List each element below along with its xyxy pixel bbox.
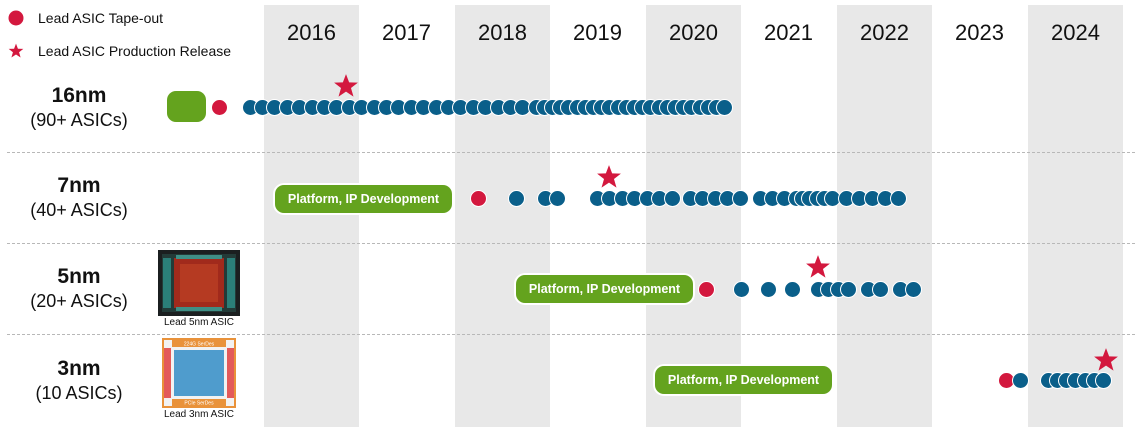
- chip-3nm-image: 224G SerDes PCIe SerDes: [162, 338, 236, 408]
- row-label-3nm: 3nm (10 ASICs): [0, 357, 158, 405]
- year-label-2022: 2022: [860, 20, 909, 45]
- asic-dot: [548, 189, 566, 207]
- asic-dot: [889, 189, 907, 207]
- row-divider: [7, 334, 1135, 335]
- chip-3nm-top-label: 224G SerDes: [184, 342, 215, 348]
- asic-dot: [783, 280, 801, 298]
- node-count: (40+ ASICs): [30, 200, 128, 220]
- red-star-icon: [8, 43, 24, 59]
- node-count: (20+ ASICs): [30, 291, 128, 311]
- asic-dot: [1095, 371, 1113, 389]
- year-label-2016: 2016: [287, 20, 336, 45]
- year-label-2021: 2021: [764, 20, 813, 45]
- legend-release: Lead ASIC Production Release: [8, 41, 231, 61]
- tapeout-dot: [697, 280, 715, 298]
- chip-5nm-image: [158, 250, 240, 316]
- release-star: [806, 255, 830, 278]
- asic-dot: [507, 189, 525, 207]
- asic-dot: [839, 280, 857, 298]
- release-star: [597, 165, 621, 188]
- legend-release-label: Lead ASIC Production Release: [38, 43, 232, 59]
- row-label-7nm: 7nm (40+ ASICs): [0, 174, 158, 222]
- tapeout-dot: [210, 98, 228, 116]
- node-name: 3nm: [57, 357, 101, 380]
- year-label-2019: 2019: [573, 20, 622, 45]
- row-divider: [7, 152, 1135, 153]
- node-name: 7nm: [57, 174, 101, 197]
- asic-dot: [759, 280, 777, 298]
- year-band-2018: [455, 5, 550, 427]
- release-star: [1094, 348, 1118, 371]
- node-count: (10 ASICs): [35, 383, 123, 403]
- node-name: 16nm: [51, 84, 107, 107]
- platform-pill-5nm: Platform, IP Development: [516, 275, 693, 303]
- year-band-2016: [264, 5, 359, 427]
- legend-tapeout-label: Lead ASIC Tape-out: [38, 10, 164, 26]
- year-label-2020: 2020: [669, 20, 718, 45]
- platform-pill-3nm: Platform, IP Development: [655, 366, 832, 394]
- legend-tapeout: Lead ASIC Tape-out: [8, 8, 163, 28]
- row-divider: [7, 243, 1135, 244]
- release-star: [334, 74, 358, 97]
- asic-dot: [871, 280, 889, 298]
- asic-dot: [731, 189, 749, 207]
- asic-dot: [732, 280, 750, 298]
- red-dot-icon: [8, 10, 24, 26]
- year-band-2022: [837, 5, 932, 427]
- node-name: 5nm: [57, 265, 101, 288]
- asic-dot: [716, 98, 734, 116]
- row-label-16nm: 16nm (90+ ASICs): [0, 84, 158, 132]
- row-label-5nm: 5nm (20+ ASICs): [0, 265, 158, 313]
- tapeout-dot: [469, 189, 487, 207]
- year-label-2023: 2023: [955, 20, 1004, 45]
- platform-block-16nm: [167, 91, 206, 122]
- year-label-2024: 2024: [1051, 20, 1100, 45]
- platform-pill-7nm: Platform, IP Development: [275, 185, 452, 213]
- year-label-2017: 2017: [382, 20, 431, 45]
- asic-dot: [904, 280, 922, 298]
- chip-3nm-caption: Lead 3nm ASIC: [163, 409, 235, 420]
- asic-dot: [1011, 371, 1029, 389]
- year-band-2020: [646, 5, 741, 427]
- chip-3nm-bottom-label: PCIe SerDes: [184, 401, 214, 407]
- chip-5nm-caption: Lead 5nm ASIC: [163, 317, 235, 328]
- asic-dot: [663, 189, 681, 207]
- year-label-2018: 2018: [478, 20, 527, 45]
- node-count: (90+ ASICs): [30, 110, 128, 130]
